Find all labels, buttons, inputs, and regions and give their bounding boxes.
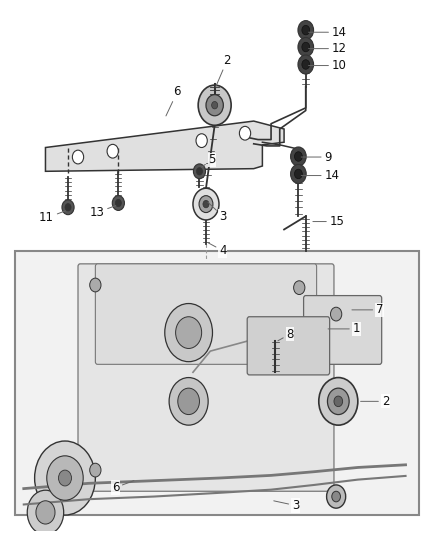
Text: 9: 9 xyxy=(301,150,332,164)
Circle shape xyxy=(294,169,302,179)
Circle shape xyxy=(298,55,314,74)
Circle shape xyxy=(206,95,223,116)
Circle shape xyxy=(328,388,349,415)
Circle shape xyxy=(198,85,231,125)
Circle shape xyxy=(193,188,219,220)
Circle shape xyxy=(176,317,201,349)
Circle shape xyxy=(334,396,343,407)
Circle shape xyxy=(47,456,83,500)
FancyBboxPatch shape xyxy=(304,296,381,365)
Circle shape xyxy=(331,307,342,321)
Circle shape xyxy=(302,60,310,69)
Text: 5: 5 xyxy=(202,153,215,167)
FancyBboxPatch shape xyxy=(78,264,334,491)
Circle shape xyxy=(203,200,209,208)
Text: 6: 6 xyxy=(166,85,181,116)
Text: 15: 15 xyxy=(313,215,345,228)
Circle shape xyxy=(59,470,71,486)
Circle shape xyxy=(62,200,74,215)
FancyBboxPatch shape xyxy=(247,317,330,375)
Circle shape xyxy=(194,164,205,179)
Circle shape xyxy=(196,167,202,175)
Circle shape xyxy=(327,485,346,508)
Circle shape xyxy=(36,501,55,524)
Circle shape xyxy=(165,303,212,362)
Circle shape xyxy=(169,377,208,425)
FancyBboxPatch shape xyxy=(15,251,419,515)
Circle shape xyxy=(298,21,314,39)
Circle shape xyxy=(199,196,213,213)
Circle shape xyxy=(178,388,199,415)
Text: 13: 13 xyxy=(90,206,116,219)
Circle shape xyxy=(302,26,310,35)
Text: 10: 10 xyxy=(308,59,346,72)
Circle shape xyxy=(72,150,84,164)
Circle shape xyxy=(90,463,101,477)
Circle shape xyxy=(115,199,121,207)
Circle shape xyxy=(212,101,218,109)
Circle shape xyxy=(293,281,305,295)
Text: 1: 1 xyxy=(328,322,360,335)
Circle shape xyxy=(107,144,118,158)
Circle shape xyxy=(294,152,302,161)
Circle shape xyxy=(90,278,101,292)
Text: 2: 2 xyxy=(216,54,231,87)
Text: 11: 11 xyxy=(39,211,65,224)
Text: 14: 14 xyxy=(301,169,339,182)
Polygon shape xyxy=(46,121,284,171)
Text: 4: 4 xyxy=(208,243,226,257)
Text: 7: 7 xyxy=(352,303,384,317)
Text: 6: 6 xyxy=(112,481,134,494)
Text: 12: 12 xyxy=(308,42,347,55)
Text: 2: 2 xyxy=(360,395,389,408)
Circle shape xyxy=(112,196,124,211)
Circle shape xyxy=(240,126,251,140)
Circle shape xyxy=(35,441,95,515)
Circle shape xyxy=(332,491,340,502)
Text: 14: 14 xyxy=(308,26,347,39)
Text: 3: 3 xyxy=(274,499,299,512)
Circle shape xyxy=(196,134,207,148)
Circle shape xyxy=(65,204,71,211)
Circle shape xyxy=(290,147,306,166)
Circle shape xyxy=(27,490,64,533)
Circle shape xyxy=(290,165,306,183)
Circle shape xyxy=(319,377,358,425)
Text: 3: 3 xyxy=(208,203,226,223)
Circle shape xyxy=(298,37,314,56)
Text: 8: 8 xyxy=(278,328,293,341)
FancyBboxPatch shape xyxy=(95,264,317,365)
Circle shape xyxy=(302,42,310,52)
